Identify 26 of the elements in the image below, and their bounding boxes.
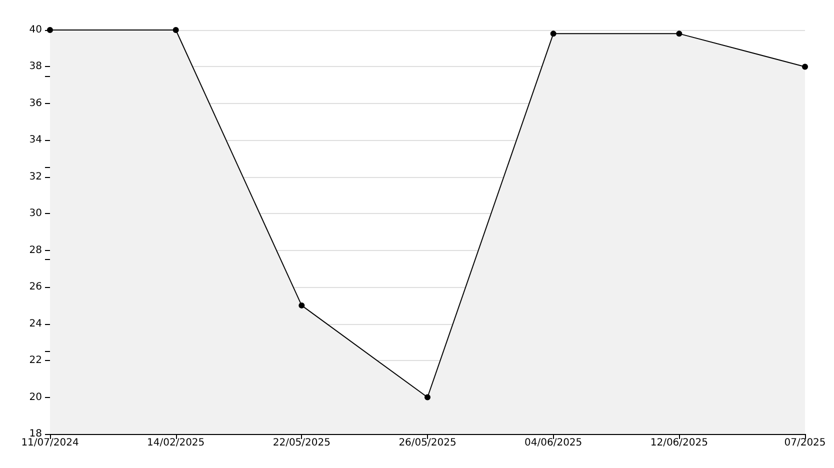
point	[676, 30, 682, 37]
x-tick-label: 14/02/2025	[147, 438, 205, 448]
point	[47, 27, 53, 33]
x-tick-label: 26/05/2025	[398, 438, 456, 448]
point	[550, 30, 556, 37]
y-tick-label: 26	[29, 282, 42, 293]
y-tick-label: 20	[29, 392, 42, 403]
x-tick-label: 04/06/2025	[524, 438, 582, 448]
y-tick-label: 24	[29, 318, 42, 330]
y-tick-label: 18	[29, 428, 42, 440]
y-tick-label: 28	[29, 244, 42, 256]
point	[172, 27, 179, 33]
y-tick-label: 36	[29, 98, 42, 109]
x-tick-label: 12/06/2025	[650, 438, 708, 448]
point	[298, 302, 305, 308]
y-tick-label: 32	[29, 171, 42, 182]
point	[424, 394, 430, 400]
y-tick-label: 30	[29, 208, 42, 220]
point	[802, 64, 808, 70]
x-tick-label: 07/2025	[784, 438, 826, 448]
x-tick-label: 22/05/2025	[272, 438, 330, 448]
y-tick-label: 38	[29, 61, 42, 72]
y-tick-label: 40	[29, 24, 42, 36]
y-tick-label: 22	[29, 355, 42, 366]
x-tick-label: 11/07/2024	[21, 438, 79, 448]
y-tick-label: 34	[29, 134, 42, 146]
